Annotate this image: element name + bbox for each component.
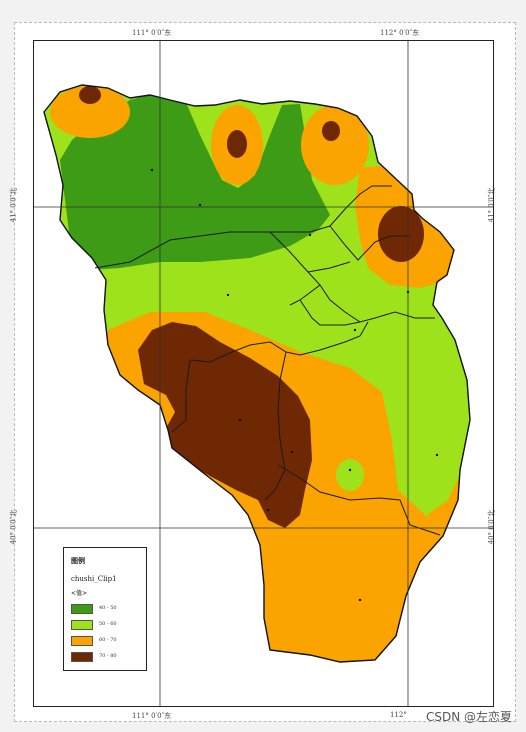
zone-70-80-east [378, 206, 424, 262]
map-legend: 图例 chushi_Clip1 <值> 40 - 50 50 - 60 60 -… [63, 547, 147, 671]
coord-left-lower: 40° 0′0″北 [9, 509, 18, 545]
legend-layer-name: chushi_Clip1 [71, 575, 117, 583]
legend-swatch-60-70 [71, 636, 93, 646]
graticule [33, 40, 494, 707]
legend-swatch-40-50 [71, 604, 93, 614]
coord-right-upper: 41° 0′0″北 [487, 187, 496, 223]
legend-swatch-50-60 [71, 620, 93, 630]
legend-title: 图例 [71, 556, 85, 565]
zone-50-60-spot [336, 459, 364, 491]
zone-70-80-north-a [79, 86, 101, 104]
watermark: CSDN @左恋夏 [425, 710, 512, 724]
legend-swatch-70-80 [71, 652, 93, 662]
coord-top-right: 112° 0′0″东 [380, 29, 420, 37]
legend-label-60-70: 60 - 70 [99, 637, 117, 643]
coord-right-lower: 40° 0′0″北 [487, 509, 496, 545]
station-points [150, 168, 439, 602]
coord-left-upper: 41° 0′0″北 [9, 187, 18, 223]
coord-bottom-left: 111° 0′0″东 [132, 712, 172, 720]
zone-40-50 [60, 92, 330, 270]
zone-70-80-central [138, 322, 312, 528]
legend-label-50-60: 50 - 60 [99, 621, 117, 627]
zone-60-70-north-a [50, 86, 130, 138]
zone-60-70-north-c [301, 105, 369, 185]
zone-70-80-north-c [322, 121, 340, 141]
legend-field-name: <值> [71, 590, 88, 597]
legend-label-70-80: 70 - 80 [99, 653, 117, 659]
map-frame [33, 40, 494, 707]
coord-top-left: 111° 0′0″东 [132, 29, 172, 37]
coord-bottom-right: 112° [390, 711, 407, 719]
zone-70-80-north-b [227, 130, 247, 158]
legend-label-40-50: 40 - 50 [99, 605, 117, 611]
